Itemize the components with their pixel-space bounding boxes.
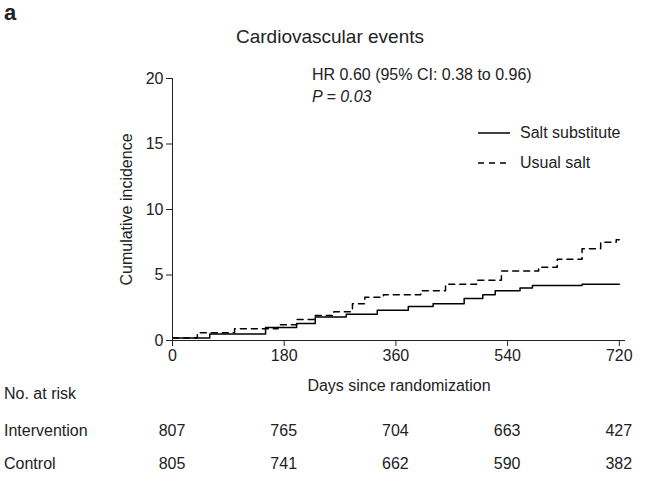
html-text:663: 663 bbox=[493, 422, 521, 439]
svg-text:0: 0 bbox=[155, 332, 164, 349]
html-text:590: 590 bbox=[493, 455, 521, 472]
html-text:Salt substitute: Salt substitute bbox=[520, 124, 621, 141]
svg-text:180: 180 bbox=[271, 347, 298, 364]
svg-text:5: 5 bbox=[155, 266, 164, 283]
html-text:704: 704 bbox=[382, 422, 409, 439]
svg-text:15: 15 bbox=[146, 135, 164, 152]
svg-text:Cumulative incidence: Cumulative incidence bbox=[118, 133, 135, 285]
svg-text:Days since randomization: Days since randomization bbox=[307, 377, 490, 394]
html-text:741: 741 bbox=[270, 455, 297, 472]
html-text:427: 427 bbox=[605, 422, 633, 439]
html-text:HR 0.60 (95% CI: 0.38 to 0.96): HR 0.60 (95% CI: 0.38 to 0.96) bbox=[312, 66, 532, 83]
html-text:Usual salt: Usual salt bbox=[520, 154, 591, 171]
svg-text:540: 540 bbox=[494, 347, 521, 364]
svg-text:20: 20 bbox=[146, 70, 164, 87]
html-text:382: 382 bbox=[605, 455, 633, 472]
html-text:a: a bbox=[4, 0, 17, 25]
html-text:807: 807 bbox=[158, 422, 186, 439]
html-text:Control: Control bbox=[4, 455, 56, 472]
html-text:662: 662 bbox=[382, 455, 409, 472]
html-text:805: 805 bbox=[158, 455, 186, 472]
html-text:P = 0.03: P = 0.03 bbox=[312, 88, 372, 105]
html-text:No. at risk: No. at risk bbox=[4, 385, 76, 402]
svg-text:360: 360 bbox=[383, 347, 410, 364]
html-text:Cardiovascular events: Cardiovascular events bbox=[236, 26, 424, 47]
svg-text:720: 720 bbox=[606, 347, 633, 364]
html-text:Intervention: Intervention bbox=[4, 422, 88, 439]
svg-text:10: 10 bbox=[146, 201, 164, 218]
html-text:765: 765 bbox=[270, 422, 297, 439]
svg-text:0: 0 bbox=[168, 347, 177, 364]
